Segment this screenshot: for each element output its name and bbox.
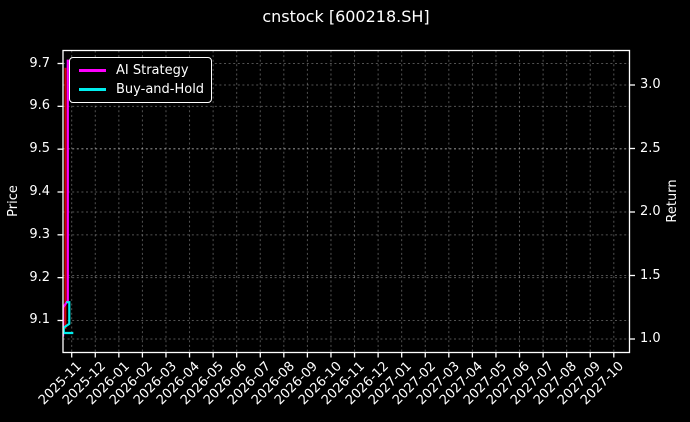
price-tick-label: 9.2 xyxy=(29,269,50,285)
legend-item-buy-and-hold: Buy-and-Hold xyxy=(79,82,211,97)
price-tick-label: 9.6 xyxy=(29,98,50,114)
return-tick-label: 2.0 xyxy=(640,204,661,219)
return-tick-label: 1.5 xyxy=(640,267,661,283)
legend: AI Strategy Buy-and-Hold xyxy=(69,57,212,103)
legend-item-ai-strategy: AI Strategy xyxy=(79,63,211,78)
legend-line-swatch xyxy=(79,88,106,92)
price-tick-label: 9.3 xyxy=(29,226,50,242)
price-tick-label: 9.4 xyxy=(29,183,50,199)
series-line-buy-and-hold xyxy=(63,301,74,335)
chart-title: cnstock [600218.SH] xyxy=(262,7,430,26)
price-tick-label: 9.1 xyxy=(29,312,50,328)
price-tick-label: 9.5 xyxy=(29,141,50,157)
tick-marks xyxy=(57,62,635,358)
price-tick-label: 9.7 xyxy=(29,55,50,71)
plot-area-border xyxy=(62,49,631,354)
return-tick-label: 2.5 xyxy=(640,140,661,156)
legend-item-label: AI Strategy xyxy=(116,62,189,78)
legend-line-swatch xyxy=(79,68,106,72)
return-tick-label: 3.0 xyxy=(640,77,661,92)
right-axis-label: Return xyxy=(665,179,680,223)
legend-item-label: Buy-and-Hold xyxy=(116,82,205,98)
return-tick-label: 1.0 xyxy=(640,331,661,346)
